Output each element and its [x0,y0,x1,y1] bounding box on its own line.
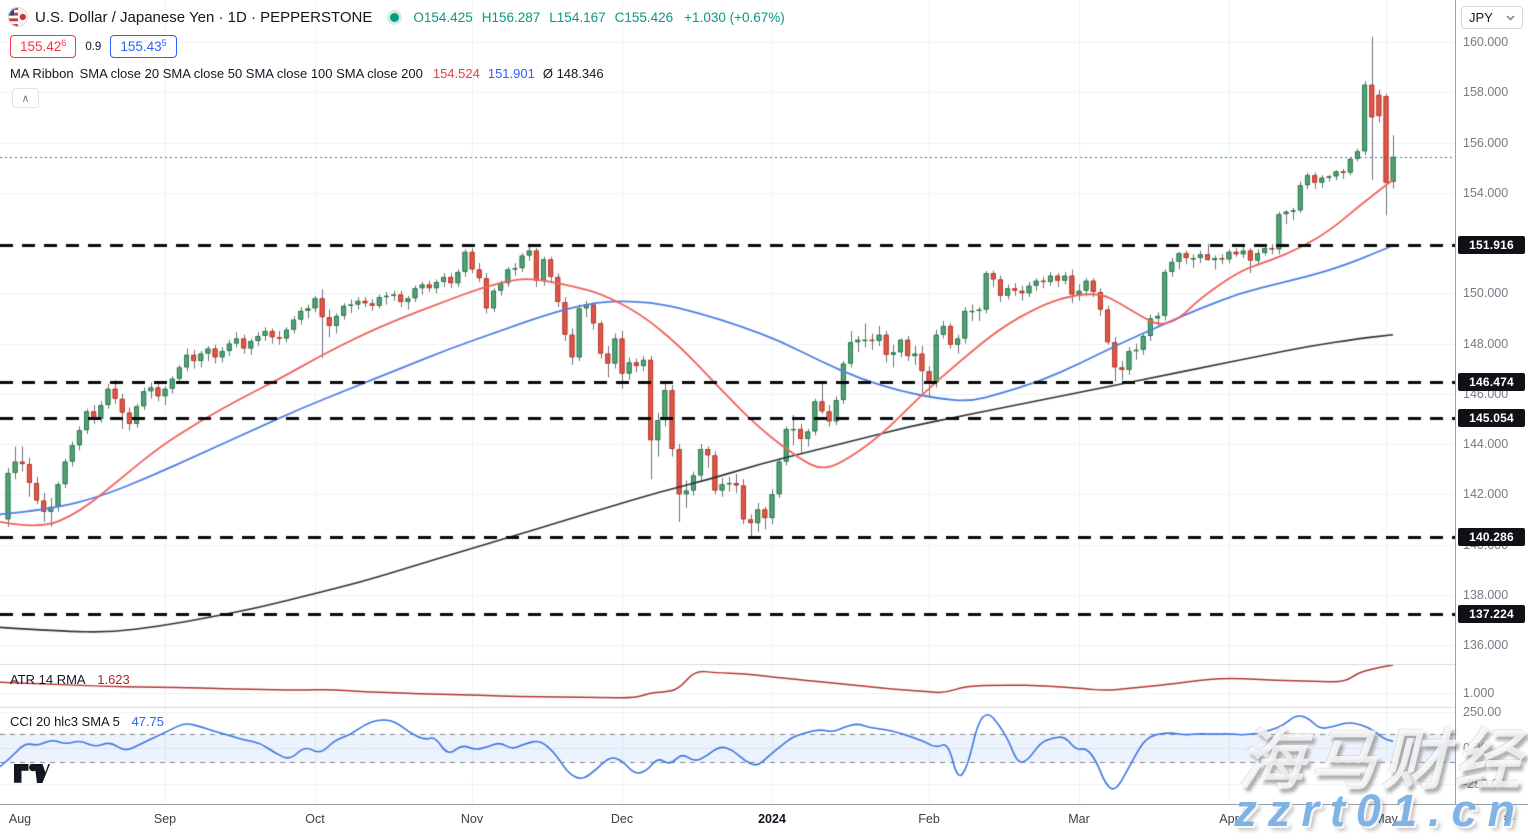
price-tick-label: 138.000 [1463,588,1509,602]
cci-label: CCI 20 hlc3 SMA 5 [10,714,120,729]
time-axis-label: Dec [610,812,634,826]
atr-label: ATR 14 RMA [10,672,86,687]
currency-pair-flag-icon [8,7,28,27]
time-axis-label: Nov [460,812,484,826]
price-tick-label: 142.000 [1463,487,1509,501]
ma-ribbon-params: SMA close 20 SMA close 50 SMA close 100 … [79,66,423,81]
time-axis-label: 2024 [758,812,786,826]
cci-tick-label: 0.00 [1463,741,1488,755]
price-tick-label: 150.000 [1463,286,1509,300]
quote-row: 155.42 6 0.9 155.43 5 [10,35,177,58]
time-axis-label: May [1374,812,1398,826]
ma-ribbon-legend[interactable]: MA Ribbon SMA close 20 SMA close 50 SMA … [10,66,604,81]
time-axis-label: Apr [1219,812,1239,826]
time-axis-label: Aug [8,812,32,826]
gear-icon[interactable]: ⚙ [1502,809,1516,827]
atr-indicator-legend[interactable]: ATR 14 RMA 1.623 [10,672,130,687]
collapse-legend-button[interactable]: ∧ [12,88,39,108]
cci-indicator-legend[interactable]: CCI 20 hlc3 SMA 5 47.75 [10,714,164,729]
symbol-header: U.S. Dollar / Japanese Yen · 1D · PEPPER… [8,7,785,27]
time-axis[interactable]: ⚙ Aug Sep Oct Nov Dec 2024 Feb Mar Apr May [0,804,1528,833]
price-axis[interactable]: JPY 160.000 158.000 156.000 154.000 150.000 1… [1455,0,1528,804]
level-price-badge: 151.916 [1458,236,1525,254]
price-tick-label: 136.000 [1463,638,1509,652]
sell-button[interactable]: 155.42 6 [10,35,77,58]
ohlc-values: O154.425 H156.287 L154.167 C155.426 +1.0… [413,9,785,25]
level-price-badge: 140.286 [1458,528,1525,546]
atr-tick-label: 1.000 [1463,686,1495,700]
symbol-title[interactable]: U.S. Dollar / Japanese Yen · 1D · PEPPER… [35,8,373,26]
currency-dropdown[interactable]: JPY [1461,6,1523,29]
time-axis-label: Feb [918,812,940,826]
chevron-down-icon [1506,14,1515,21]
price-tick-label: 160.000 [1463,35,1509,49]
atr-value: 1.623 [97,672,130,687]
level-price-badge: 145.054 [1458,409,1525,427]
market-status-dot [390,12,400,22]
change-value: +1.030 (+0.67%) [684,9,785,25]
price-tick-label: 154.000 [1463,186,1509,200]
level-price-badge: 146.474 [1458,373,1525,391]
level-price-badge: 137.224 [1458,605,1525,623]
price-tick-label: 144.000 [1463,437,1509,451]
ma-ribbon-title: MA Ribbon [10,66,74,81]
sma-avg-value: Ø 148.346 [542,66,604,81]
price-tick-label: 148.000 [1463,337,1509,351]
price-tick-label: 156.000 [1463,136,1509,150]
cci-tick-label: -250.00 [1463,777,1506,791]
tradingview-logo[interactable] [14,763,50,790]
spread-value: 0.9 [85,40,102,53]
time-axis-label: Oct [305,812,325,826]
chevron-up-icon: ∧ [21,92,30,105]
sma50-value: 151.901 [487,66,535,81]
main-chart-canvas[interactable] [0,0,1455,804]
sma20-value: 154.524 [432,66,480,81]
time-axis-label: Mar [1068,812,1090,826]
price-tick-label: 158.000 [1463,85,1509,99]
cci-value: 47.75 [131,714,164,729]
time-axis-label: Sep [153,812,177,826]
cci-tick-label: 250.00 [1463,705,1502,719]
currency-label: JPY [1469,10,1493,25]
buy-button[interactable]: 155.43 5 [110,35,177,58]
